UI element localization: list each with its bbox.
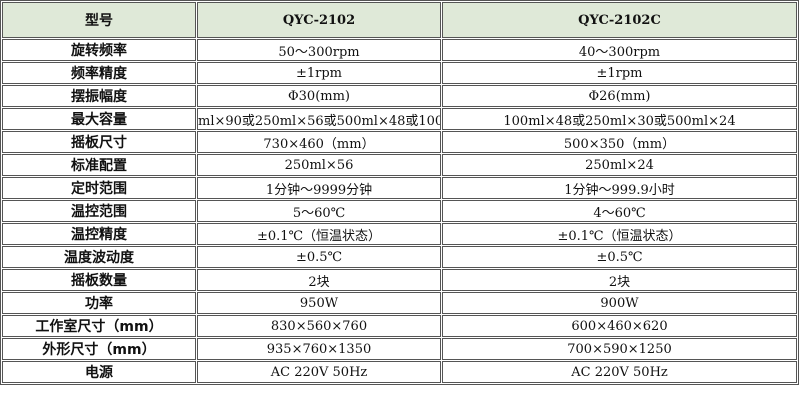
row-label: 功率 [2,292,196,314]
row-label: 温度波动度 [2,246,196,268]
value-model-1: ±0.1℃（恒温状态） [197,223,441,245]
value-model-2: 40～300rpm [442,39,797,61]
value-model-1: 5～60℃ [197,200,441,222]
value-model-2: 2块 [442,269,797,291]
value-model-1: ±1rpm [197,62,441,84]
header-model-1: QYC-2102 [197,2,441,38]
value-model-1: 830×560×760 [197,315,441,337]
value-model-1: 2块 [197,269,441,291]
row-label: 工作室尺寸（mm） [2,315,196,337]
value-model-2: AC 220V 50Hz [442,361,797,383]
value-model-2: ±0.1℃（恒温状态） [442,223,797,245]
value-model-2: 500×350（mm） [442,131,797,153]
table-row: 电源 AC 220V 50Hz AC 220V 50Hz [2,361,797,383]
row-label: 温控精度 [2,223,196,245]
value-model-1: ±0.5℃ [197,246,441,268]
row-label: 频率精度 [2,62,196,84]
value-model-2: 600×460×620 [442,315,797,337]
table-row: 标准配置 250ml×56 250ml×24 [2,154,797,176]
value-model-2: 700×590×1250 [442,338,797,360]
value-model-2: 4～60℃ [442,200,797,222]
value-model-2: Φ26(mm) [442,85,797,107]
row-label: 外形尺寸（mm） [2,338,196,360]
table-row: 摇板数量 2块 2块 [2,269,797,291]
value-model-2: 100ml×48或250ml×30或500ml×24 [442,108,797,130]
row-label: 最大容量 [2,108,196,130]
value-model-1: 250ml×56 [197,154,441,176]
table-row: 外形尺寸（mm） 935×760×1350 700×590×1250 [2,338,797,360]
value-model-2: 1分钟～999.9小时 [442,177,797,199]
value-model-1: 730×460（mm） [197,131,441,153]
row-label: 摇板尺寸 [2,131,196,153]
table-row: 频率精度 ±1rpm ±1rpm [2,62,797,84]
table-row: 温度波动度 ±0.5℃ ±0.5℃ [2,246,797,268]
value-model-2: 900W [442,292,797,314]
row-label: 标准配置 [2,154,196,176]
table-row: 定时范围 1分钟～9999分钟 1分钟～999.9小时 [2,177,797,199]
row-label: 温控范围 [2,200,196,222]
value-model-1: 1分钟～9999分钟 [197,177,441,199]
row-label: 旋转频率 [2,39,196,61]
header-label: 型号 [2,2,196,38]
value-model-2: ±1rpm [442,62,797,84]
header-model-2: QYC-2102C [442,2,797,38]
value-model-1: 935×760×1350 [197,338,441,360]
table-row: 摇板尺寸 730×460（mm） 500×350（mm） [2,131,797,153]
value-model-1: 50～300rpm [197,39,441,61]
table-row: 工作室尺寸（mm） 830×560×760 600×460×620 [2,315,797,337]
value-model-1: Φ30(mm) [197,85,441,107]
value-model-2: ±0.5℃ [442,246,797,268]
table-row: 温控精度 ±0.1℃（恒温状态） ±0.1℃（恒温状态） [2,223,797,245]
value-model-1: 950W [197,292,441,314]
table-row: 摆振幅度 Φ30(mm) Φ26(mm) [2,85,797,107]
value-model-1: ml×90或250ml×56或500ml×48或1000ml× [197,108,441,130]
row-label: 摇板数量 [2,269,196,291]
row-label: 定时范围 [2,177,196,199]
row-label: 电源 [2,361,196,383]
table-row: 旋转频率 50～300rpm 40～300rpm [2,39,797,61]
table-row: 最大容量ml×90或250ml×56或500ml×48或1000ml×100ml… [2,108,797,130]
value-model-2: 250ml×24 [442,154,797,176]
table-row: 温控范围 5～60℃ 4～60℃ [2,200,797,222]
value-model-1: AC 220V 50Hz [197,361,441,383]
header-row: 型号 QYC-2102 QYC-2102C [2,2,797,38]
row-label: 摆振幅度 [2,85,196,107]
table-row: 功率 950W 900W [2,292,797,314]
spec-table: 型号 QYC-2102 QYC-2102C 旋转频率 50～300rpm 40～30… [0,0,799,385]
